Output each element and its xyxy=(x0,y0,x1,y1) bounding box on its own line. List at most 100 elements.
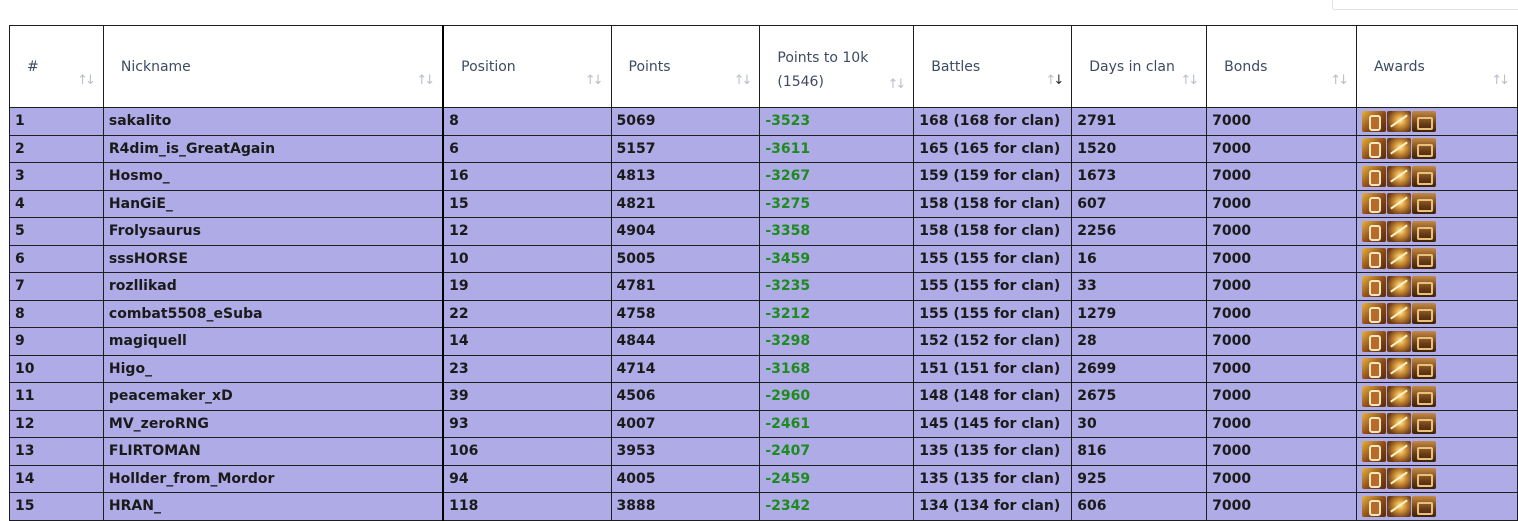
sort-icon[interactable]: ↑↓ xyxy=(1330,73,1349,88)
clan-emblem-award-icon[interactable] xyxy=(1362,138,1387,160)
crossed-swords-award-icon[interactable] xyxy=(1387,358,1412,380)
column-header-battles[interactable]: Battles ↑↓ xyxy=(913,25,1073,108)
crossed-swords-award-icon[interactable] xyxy=(1387,248,1412,270)
treasure-chest-award-icon[interactable] xyxy=(1412,440,1437,462)
cell-points: 4005 xyxy=(610,464,761,493)
clan-emblem-award-icon[interactable] xyxy=(1362,303,1387,325)
treasure-chest-award-icon[interactable] xyxy=(1412,468,1437,490)
treasure-chest-award-icon[interactable] xyxy=(1412,248,1437,270)
crossed-swords-award-icon[interactable] xyxy=(1387,110,1412,132)
cell-nickname: MV_zeroRNG xyxy=(102,409,444,438)
clan-emblem-award-icon[interactable] xyxy=(1362,165,1387,187)
sort-icon[interactable]: ↑↓ xyxy=(416,73,435,88)
table-row: 12 MV_zeroRNG 93 4007 -2461 145 (145 for clan… xyxy=(9,409,1518,438)
cell-bonds: 7000 xyxy=(1206,272,1358,301)
column-header-points[interactable]: Points ↑↓ xyxy=(610,25,761,108)
cell-awards xyxy=(1356,409,1518,438)
cell-battles: 152 (152 for clan) xyxy=(913,327,1073,356)
cell-battles: 134 (134 for clan) xyxy=(913,492,1073,521)
cell-battles: 155 (155 for clan) xyxy=(913,244,1073,273)
table-row: 4 HanGiE_ 15 4821 -3275 158 (158 for clan) 607… xyxy=(9,189,1518,218)
crossed-swords-award-icon[interactable] xyxy=(1387,220,1412,242)
column-header-points-to-10k[interactable]: Points to 10k (1546) ↑↓ xyxy=(759,25,915,108)
clan-emblem-award-icon[interactable] xyxy=(1362,220,1387,242)
sort-icon[interactable]: ↑↓ xyxy=(77,73,96,88)
cell-days-in-clan: 30 xyxy=(1071,409,1208,438)
column-header-position[interactable]: Position ↑↓ xyxy=(442,25,612,108)
clan-emblem-award-icon[interactable] xyxy=(1362,330,1387,352)
cell-battles: 158 (158 for clan) xyxy=(913,189,1073,218)
cell-points: 4007 xyxy=(610,409,761,438)
clan-emblem-award-icon[interactable] xyxy=(1362,413,1387,435)
column-header-bonds[interactable]: Bonds ↑↓ xyxy=(1206,25,1358,108)
column-header-awards[interactable]: Awards ↑↓ xyxy=(1356,25,1518,108)
clan-emblem-award-icon[interactable] xyxy=(1362,275,1387,297)
column-header-nickname[interactable]: Nickname ↑↓ xyxy=(102,25,444,108)
sort-icon[interactable]: ↑↓ xyxy=(1491,73,1510,88)
sort-icon[interactable]: ↑↓ xyxy=(1180,73,1199,88)
cell-nickname: Higo_ xyxy=(102,354,444,383)
cell-bonds: 7000 xyxy=(1206,437,1358,466)
column-header-days-in-clan[interactable]: Days in clan ↑↓ xyxy=(1071,25,1208,108)
crossed-swords-award-icon[interactable] xyxy=(1387,138,1412,160)
cell-nickname: HRAN_ xyxy=(102,492,444,521)
crossed-swords-award-icon[interactable] xyxy=(1387,468,1412,490)
cell-nickname: Hosmo_ xyxy=(102,162,444,191)
crossed-swords-award-icon[interactable] xyxy=(1387,303,1412,325)
treasure-chest-award-icon[interactable] xyxy=(1412,413,1437,435)
clan-emblem-award-icon[interactable] xyxy=(1362,440,1387,462)
clan-emblem-award-icon[interactable] xyxy=(1362,110,1387,132)
cell-position: 8 xyxy=(442,107,612,136)
crossed-swords-award-icon[interactable] xyxy=(1387,193,1412,215)
crossed-swords-award-icon[interactable] xyxy=(1387,440,1412,462)
cell-awards xyxy=(1356,354,1518,383)
treasure-chest-award-icon[interactable] xyxy=(1412,193,1437,215)
cell-position: 23 xyxy=(442,354,612,383)
cell-rank: 10 xyxy=(9,354,104,383)
column-header-rank[interactable]: # ↑↓ xyxy=(9,25,104,108)
crossed-swords-award-icon[interactable] xyxy=(1387,275,1412,297)
cell-position: 94 xyxy=(442,464,612,493)
cell-position: 15 xyxy=(442,189,612,218)
crossed-swords-award-icon[interactable] xyxy=(1387,330,1412,352)
cell-points-to-10k: -2461 xyxy=(759,409,915,438)
sort-icon[interactable]: ↑↓ xyxy=(887,77,906,92)
treasure-chest-award-icon[interactable] xyxy=(1412,275,1437,297)
cell-position: 10 xyxy=(442,244,612,273)
table-row: 10 Higo_ 23 4714 -3168 151 (151 for clan) 2699… xyxy=(9,354,1518,383)
cell-position: 12 xyxy=(442,217,612,246)
treasure-chest-award-icon[interactable] xyxy=(1412,110,1437,132)
clan-emblem-award-icon[interactable] xyxy=(1362,385,1387,407)
search-box[interactable] xyxy=(1332,0,1518,10)
clan-emblem-award-icon[interactable] xyxy=(1362,193,1387,215)
cell-battles: 151 (151 for clan) xyxy=(913,354,1073,383)
treasure-chest-award-icon[interactable] xyxy=(1412,495,1437,517)
crossed-swords-award-icon[interactable] xyxy=(1387,413,1412,435)
treasure-chest-award-icon[interactable] xyxy=(1412,138,1437,160)
treasure-chest-award-icon[interactable] xyxy=(1412,330,1437,352)
cell-days-in-clan: 816 xyxy=(1071,437,1208,466)
treasure-chest-award-icon[interactable] xyxy=(1412,220,1437,242)
crossed-swords-award-icon[interactable] xyxy=(1387,495,1412,517)
clan-emblem-award-icon[interactable] xyxy=(1362,495,1387,517)
sort-icon[interactable]: ↑↓ xyxy=(733,73,753,88)
cell-days-in-clan: 16 xyxy=(1071,244,1208,273)
cell-position: 19 xyxy=(442,272,612,301)
cell-rank: 6 xyxy=(9,244,104,273)
cell-rank: 14 xyxy=(9,464,104,493)
sort-desc-active-icon[interactable]: ↑↓ xyxy=(1045,73,1064,88)
clan-emblem-award-icon[interactable] xyxy=(1362,468,1387,490)
sort-icon[interactable]: ↑↓ xyxy=(584,73,604,88)
cell-points-to-10k: -3267 xyxy=(759,162,915,191)
cell-awards xyxy=(1356,437,1518,466)
crossed-swords-award-icon[interactable] xyxy=(1387,385,1412,407)
treasure-chest-award-icon[interactable] xyxy=(1412,385,1437,407)
cell-points-to-10k: -3212 xyxy=(759,299,915,328)
clan-emblem-award-icon[interactable] xyxy=(1362,358,1387,380)
treasure-chest-award-icon[interactable] xyxy=(1412,303,1437,325)
treasure-chest-award-icon[interactable] xyxy=(1412,165,1437,187)
treasure-chest-award-icon[interactable] xyxy=(1412,358,1437,380)
crossed-swords-award-icon[interactable] xyxy=(1387,165,1412,187)
clan-emblem-award-icon[interactable] xyxy=(1362,248,1387,270)
header-row: # ↑↓ Nickname ↑↓ Position ↑↓ Points ↑↓ Point… xyxy=(9,25,1518,108)
